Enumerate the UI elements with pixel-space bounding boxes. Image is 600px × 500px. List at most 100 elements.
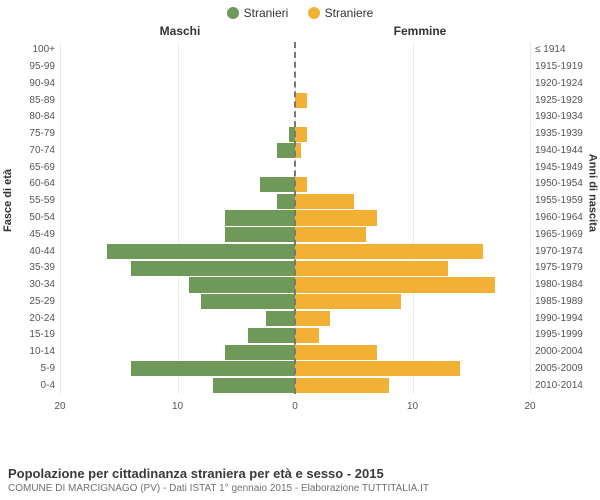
zero-line (294, 42, 296, 394)
bar-female (295, 261, 448, 276)
bar-track-female (295, 377, 530, 394)
bar-track-male (60, 159, 295, 176)
bar-track-male (60, 243, 295, 260)
legend-item-male: Stranieri (227, 6, 289, 20)
y-label-age: 90-94 (0, 78, 55, 89)
y-label-age: 75-79 (0, 128, 55, 139)
x-tick-label: 20 (524, 401, 535, 412)
y-label-age: 50-54 (0, 212, 55, 223)
bar-female (295, 345, 377, 360)
bar-male (131, 261, 296, 276)
bar-track-male (60, 42, 295, 59)
y-label-age: 10-14 (0, 346, 55, 357)
bar-track-female (295, 159, 530, 176)
grid-line (530, 42, 531, 394)
bar-track-male (60, 310, 295, 327)
bar-track-male (60, 126, 295, 143)
bar-track-male (60, 193, 295, 210)
y-label-age: 25-29 (0, 296, 55, 307)
y-label-birth: 1970-1974 (535, 246, 600, 257)
legend-swatch-male (227, 7, 239, 19)
y-label-age: 5-9 (0, 363, 55, 374)
bar-track-female (295, 277, 530, 294)
bar-track-male (60, 377, 295, 394)
bar-female (295, 194, 354, 209)
legend-label-female: Straniere (325, 6, 374, 20)
bar-male (277, 194, 295, 209)
y-label-birth: 1925-1929 (535, 95, 600, 106)
y-label-birth: 1950-1954 (535, 178, 600, 189)
y-label-age: 20-24 (0, 313, 55, 324)
bar-track-female (295, 59, 530, 76)
bar-male (248, 328, 295, 343)
bar-track-female (295, 243, 530, 260)
bar-track-male (60, 344, 295, 361)
bar-track-female (295, 344, 530, 361)
legend-swatch-female (308, 7, 320, 19)
chart-area: Fasce di età Anni di nascita 20100102010… (0, 42, 600, 422)
bar-male (213, 378, 295, 393)
y-label-age: 95-99 (0, 61, 55, 72)
bar-male (225, 210, 296, 225)
bar-female (295, 277, 495, 292)
bar-track-female (295, 143, 530, 160)
bar-track-female (295, 327, 530, 344)
bar-female (295, 93, 307, 108)
bar-male (225, 345, 296, 360)
y-label-age: 80-84 (0, 111, 55, 122)
bar-female (295, 311, 330, 326)
bar-female (295, 328, 319, 343)
bar-track-female (295, 293, 530, 310)
bar-track-male (60, 327, 295, 344)
y-label-birth: 1945-1949 (535, 162, 600, 173)
bar-female (295, 127, 307, 142)
y-label-birth: 1920-1924 (535, 78, 600, 89)
x-tick-label: 0 (292, 401, 298, 412)
y-label-birth: 1915-1919 (535, 61, 600, 72)
bar-track-female (295, 92, 530, 109)
bar-track-female (295, 210, 530, 227)
y-label-age: 30-34 (0, 279, 55, 290)
footer-title: Popolazione per cittadinanza straniera p… (8, 466, 592, 481)
y-label-age: 35-39 (0, 262, 55, 273)
bar-track-female (295, 360, 530, 377)
y-label-age: 100+ (0, 44, 55, 55)
y-label-age: 0-4 (0, 380, 55, 391)
y-label-birth: 1985-1989 (535, 296, 600, 307)
bar-track-male (60, 143, 295, 160)
bar-female (295, 244, 483, 259)
bar-track-female (295, 176, 530, 193)
y-label-birth: 1955-1959 (535, 195, 600, 206)
y-label-age: 15-19 (0, 329, 55, 340)
bar-male (107, 244, 295, 259)
bar-female (295, 210, 377, 225)
bar-track-male (60, 176, 295, 193)
bar-track-female (295, 310, 530, 327)
column-headers: Maschi Femmine (0, 24, 600, 38)
y-label-birth: 2000-2004 (535, 346, 600, 357)
footer: Popolazione per cittadinanza straniera p… (8, 466, 592, 494)
x-tick-label: 10 (172, 401, 183, 412)
bar-male (277, 143, 295, 158)
legend: Stranieri Straniere (0, 0, 600, 22)
bar-female (295, 378, 389, 393)
y-label-age: 85-89 (0, 95, 55, 106)
bar-track-female (295, 193, 530, 210)
y-label-birth: 2010-2014 (535, 380, 600, 391)
bar-track-male (60, 293, 295, 310)
bar-male (131, 361, 296, 376)
bar-track-female (295, 260, 530, 277)
bar-track-female (295, 76, 530, 93)
y-label-birth: 1935-1939 (535, 128, 600, 139)
bar-female (295, 227, 366, 242)
y-label-birth: 1940-1944 (535, 145, 600, 156)
y-label-age: 65-69 (0, 162, 55, 173)
bar-male (225, 227, 296, 242)
y-label-birth: 1960-1964 (535, 212, 600, 223)
column-header-female: Femmine (300, 24, 600, 38)
bar-track-male (60, 277, 295, 294)
bar-track-male (60, 109, 295, 126)
y-label-birth: 1930-1934 (535, 111, 600, 122)
bar-male (260, 177, 295, 192)
bar-track-male (60, 226, 295, 243)
